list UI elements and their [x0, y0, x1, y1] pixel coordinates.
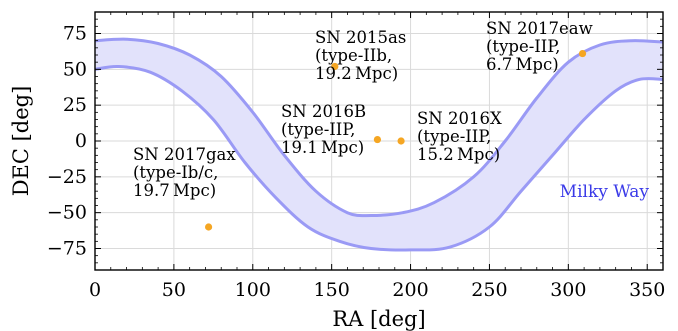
point-label-line: 19.7 Mpc)	[133, 181, 216, 200]
y-tick-labels: 75 50 25 0 −25 −50 −75	[47, 23, 87, 260]
x-tick-label: 0	[89, 279, 101, 301]
data-point	[331, 62, 339, 71]
point-label-line: (type-IIP,	[281, 120, 355, 139]
x-tick-label: 150	[314, 279, 350, 301]
point-label-line: 19.2 Mpc)	[315, 64, 398, 83]
point-label-line: (type-Ib/c,	[133, 163, 218, 182]
x-tick-label: 50	[162, 279, 186, 301]
y-tick-label: −50	[47, 202, 87, 224]
y-tick-label: 50	[63, 58, 87, 80]
y-tick-label: 75	[63, 23, 87, 45]
point-label-line: (type-IIb,	[315, 46, 392, 65]
y-axis-label: DEC [deg]	[9, 86, 33, 197]
axis-ticks	[94, 12, 663, 270]
point-label-line: SN 2017eaw	[486, 19, 593, 38]
point-label-line: 19.1 Mpc)	[281, 138, 364, 157]
data-point	[373, 135, 382, 144]
x-tick-label: 300	[550, 279, 586, 301]
y-tick-label: 25	[63, 94, 87, 116]
y-tick-label: 0	[75, 130, 87, 152]
data-point	[205, 223, 213, 231]
point-labels: SN 2017gax(type-Ib/c,19.7 Mpc)SN 2015as(…	[133, 19, 593, 200]
point-label-line: 15.2 Mpc)	[417, 145, 500, 164]
data-points	[205, 49, 587, 231]
data-point	[578, 49, 587, 58]
point-label-line: 6.7 Mpc)	[486, 55, 559, 74]
x-tick-label: 250	[471, 279, 507, 301]
point-label-line: SN 2016X	[417, 109, 502, 128]
x-axis-label: RA [deg]	[332, 307, 425, 331]
x-tick-label: 350	[629, 279, 665, 301]
point-label-line: (type-IIP,	[417, 127, 491, 146]
x-tick-label: 100	[235, 279, 271, 301]
point-label-line: SN 2017gax	[133, 145, 236, 164]
point-label-line: SN 2016B	[281, 102, 366, 121]
milky-way-lower-edge	[94, 64, 664, 252]
y-tick-label: −75	[47, 238, 87, 260]
milky-way-label: Milky Way	[560, 182, 650, 202]
milky-way-band	[94, 37, 664, 252]
x-tick-labels: 0 50 100 150 200 250 300 350	[89, 279, 665, 301]
milky-way-upper-edge	[94, 37, 664, 218]
milky-way-fill	[95, 39, 663, 251]
x-tick-label: 200	[392, 279, 428, 301]
data-point	[397, 137, 405, 145]
y-tick-label: −25	[47, 166, 87, 188]
point-label-line: SN 2015as	[315, 28, 406, 47]
point-label-line: (type-IIP,	[486, 37, 560, 56]
